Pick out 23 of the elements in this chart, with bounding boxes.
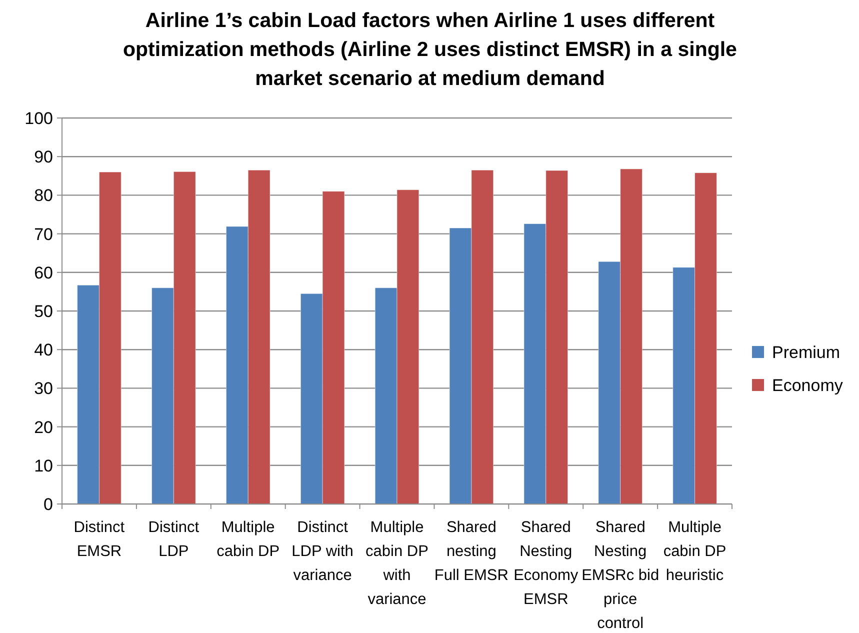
x-tick-label: Shared nesting Full EMSR: [434, 519, 508, 584]
legend-label: Economy: [772, 376, 844, 395]
y-tick-label: 20: [34, 418, 53, 437]
y-tick-label: 60: [34, 263, 53, 282]
y-tick-label: 0: [44, 494, 53, 514]
x-tick-label: Multiple cabin DP heuristic: [663, 519, 726, 584]
x-tick-label: Distinct LDP with variance: [292, 519, 354, 584]
y-tick-label: 10: [34, 456, 53, 476]
y-tick-label: 30: [34, 379, 53, 398]
y-tick-label: 50: [34, 302, 53, 321]
y-tick-label: 80: [34, 186, 53, 206]
x-tick-label: Shared Nesting EMSRc bid price control: [582, 519, 660, 632]
y-tick-label: 90: [34, 148, 53, 167]
y-tick-label: 40: [34, 340, 53, 360]
x-tick-label: Multiple cabin DP: [216, 519, 280, 560]
x-tick-label: Multiple cabin DP with variance: [366, 519, 428, 608]
legend-label: Premium: [772, 342, 840, 362]
y-tick-label: 100: [24, 108, 53, 128]
chart-title: Airline 1’s cabin Load factors when Airline 1 uses different optimization methods (Airline 2 uses distinct EMSR) in a single market scenario at medium demand: [123, 9, 737, 90]
y-tick-label: 70: [34, 224, 53, 244]
x-tick-label: Distinct LDP: [148, 519, 200, 560]
x-tick-label: Distinct EMSR: [74, 519, 126, 560]
x-tick-label: Shared Nesting Economy EMSR: [514, 519, 578, 608]
